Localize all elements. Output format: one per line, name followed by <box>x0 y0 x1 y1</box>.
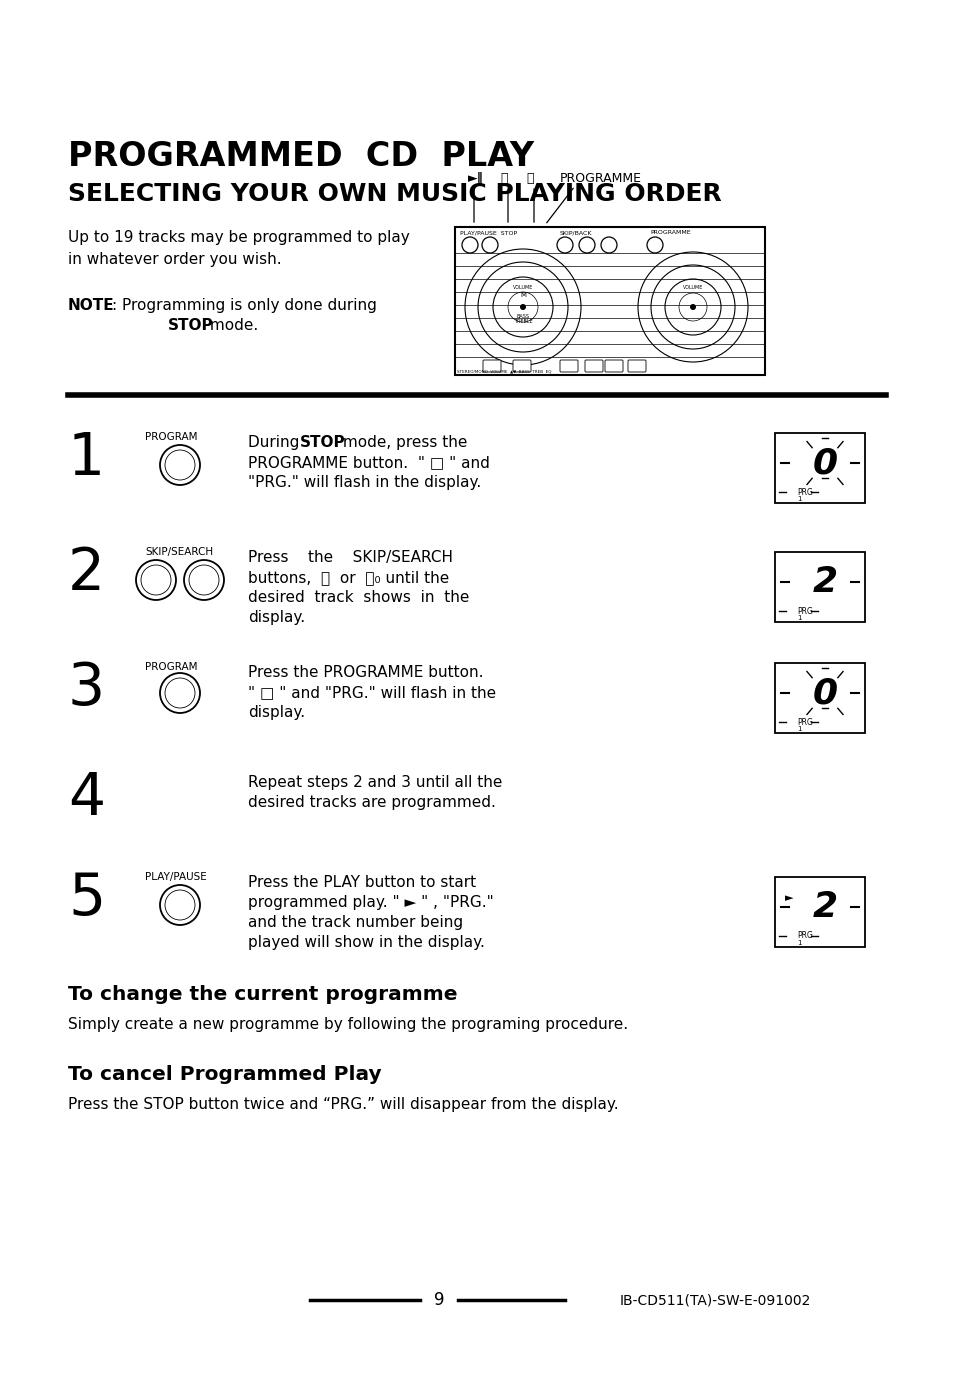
Text: ►‖: ►‖ <box>468 171 483 185</box>
Text: mode, press the: mode, press the <box>337 435 467 451</box>
Text: PROGRAMME button.  " □ " and: PROGRAMME button. " □ " and <box>248 455 489 470</box>
FancyBboxPatch shape <box>559 359 578 372</box>
Text: PROGRAMME: PROGRAMME <box>559 171 641 185</box>
Text: PRG: PRG <box>796 931 812 941</box>
Text: mode.: mode. <box>205 318 258 333</box>
Text: PRG: PRG <box>796 607 812 615</box>
FancyBboxPatch shape <box>604 359 622 372</box>
Text: display.: display. <box>248 609 305 625</box>
Text: Up to 19 tracks may be programmed to play: Up to 19 tracks may be programmed to pla… <box>68 229 410 245</box>
Text: 2: 2 <box>68 545 105 603</box>
Text: 1: 1 <box>796 496 801 502</box>
Text: ⏮: ⏮ <box>499 171 507 185</box>
Text: M: M <box>519 292 525 299</box>
Text: 4: 4 <box>68 770 105 826</box>
Text: To change the current programme: To change the current programme <box>68 985 457 1003</box>
FancyBboxPatch shape <box>774 663 864 732</box>
Text: To cancel Programmed Play: To cancel Programmed Play <box>68 1066 381 1083</box>
Text: buttons,  ⏮  or  ⏭₀ until the: buttons, ⏮ or ⏭₀ until the <box>248 569 449 585</box>
FancyBboxPatch shape <box>627 359 645 372</box>
FancyBboxPatch shape <box>513 359 531 372</box>
Text: programmed play. " ► " , "PRG.": programmed play. " ► " , "PRG." <box>248 896 494 909</box>
Text: SELECTING YOUR OWN MUSIC PLAYING ORDER: SELECTING YOUR OWN MUSIC PLAYING ORDER <box>68 182 721 206</box>
FancyBboxPatch shape <box>774 551 864 622</box>
Text: PRG: PRG <box>796 488 812 496</box>
Text: 5: 5 <box>68 871 105 927</box>
Text: : Programming is only done during: : Programming is only done during <box>112 299 376 312</box>
Text: 1: 1 <box>68 430 105 486</box>
Text: 1: 1 <box>796 726 801 732</box>
Text: VOLUME: VOLUME <box>513 285 533 289</box>
Text: 0: 0 <box>812 446 837 480</box>
Text: Press the STOP button twice and “PRG.” will disappear from the display.: Press the STOP button twice and “PRG.” w… <box>68 1097 618 1113</box>
Text: 1: 1 <box>796 615 801 621</box>
Text: PLAY/PAUSE  STOP: PLAY/PAUSE STOP <box>459 229 517 235</box>
Text: NOTE: NOTE <box>68 299 114 312</box>
Text: PLAY/PAUSE: PLAY/PAUSE <box>145 872 207 882</box>
Text: PROGRAM: PROGRAM <box>145 662 197 672</box>
Text: 1: 1 <box>796 940 801 947</box>
Text: ⏭: ⏭ <box>525 171 533 185</box>
Text: and the track number being: and the track number being <box>248 915 462 930</box>
Text: Repeat steps 2 and 3 until all the: Repeat steps 2 and 3 until all the <box>248 775 502 791</box>
Text: SKIP/SEARCH: SKIP/SEARCH <box>145 547 213 557</box>
Text: 0: 0 <box>812 676 837 710</box>
Text: played will show in the display.: played will show in the display. <box>248 936 484 949</box>
Text: PROGRAMMED  CD  PLAY: PROGRAMMED CD PLAY <box>68 140 534 173</box>
Text: Press    the    SKIP/SEARCH: Press the SKIP/SEARCH <box>248 550 453 565</box>
FancyBboxPatch shape <box>774 433 864 503</box>
Text: STOP: STOP <box>168 318 213 333</box>
FancyBboxPatch shape <box>482 359 500 372</box>
Text: 2: 2 <box>812 890 837 925</box>
Text: ►: ► <box>784 893 793 902</box>
Text: in whatever order you wish.: in whatever order you wish. <box>68 252 281 267</box>
FancyBboxPatch shape <box>584 359 602 372</box>
Text: STOP: STOP <box>299 435 345 451</box>
Text: Press the PLAY button to start: Press the PLAY button to start <box>248 875 476 890</box>
Text: "PRG." will flash in the display.: "PRG." will flash in the display. <box>248 475 480 491</box>
Circle shape <box>689 304 696 310</box>
Text: PRG: PRG <box>796 717 812 727</box>
FancyBboxPatch shape <box>774 878 864 947</box>
Text: 3: 3 <box>68 661 105 717</box>
Text: During: During <box>248 435 304 451</box>
Text: BASS
TREBLE: BASS TREBLE <box>513 314 532 325</box>
Text: 2: 2 <box>812 565 837 598</box>
Text: VOLUME: VOLUME <box>682 285 702 289</box>
Text: 9: 9 <box>434 1291 444 1309</box>
Text: Simply create a new programme by following the programing procedure.: Simply create a new programme by followi… <box>68 1017 627 1032</box>
Text: display.: display. <box>248 705 305 720</box>
FancyBboxPatch shape <box>455 227 764 375</box>
Text: PROGRAM: PROGRAM <box>145 433 197 442</box>
Text: STEREO/MONO  VOLUME  ▲▼  BASS  TREB  EQ: STEREO/MONO VOLUME ▲▼ BASS TREB EQ <box>456 369 551 373</box>
Text: Press the PROGRAMME button.: Press the PROGRAMME button. <box>248 665 483 680</box>
Text: SKIP/BACK: SKIP/BACK <box>559 229 592 235</box>
Circle shape <box>519 304 525 310</box>
Text: PROGRAMME: PROGRAMME <box>649 229 690 235</box>
Text: IB-CD511(TA)-SW-E-091002: IB-CD511(TA)-SW-E-091002 <box>619 1294 810 1307</box>
Text: desired tracks are programmed.: desired tracks are programmed. <box>248 795 496 810</box>
Text: " □ " and "PRG." will flash in the: " □ " and "PRG." will flash in the <box>248 685 496 701</box>
Text: desired  track  shows  in  the: desired track shows in the <box>248 590 469 605</box>
